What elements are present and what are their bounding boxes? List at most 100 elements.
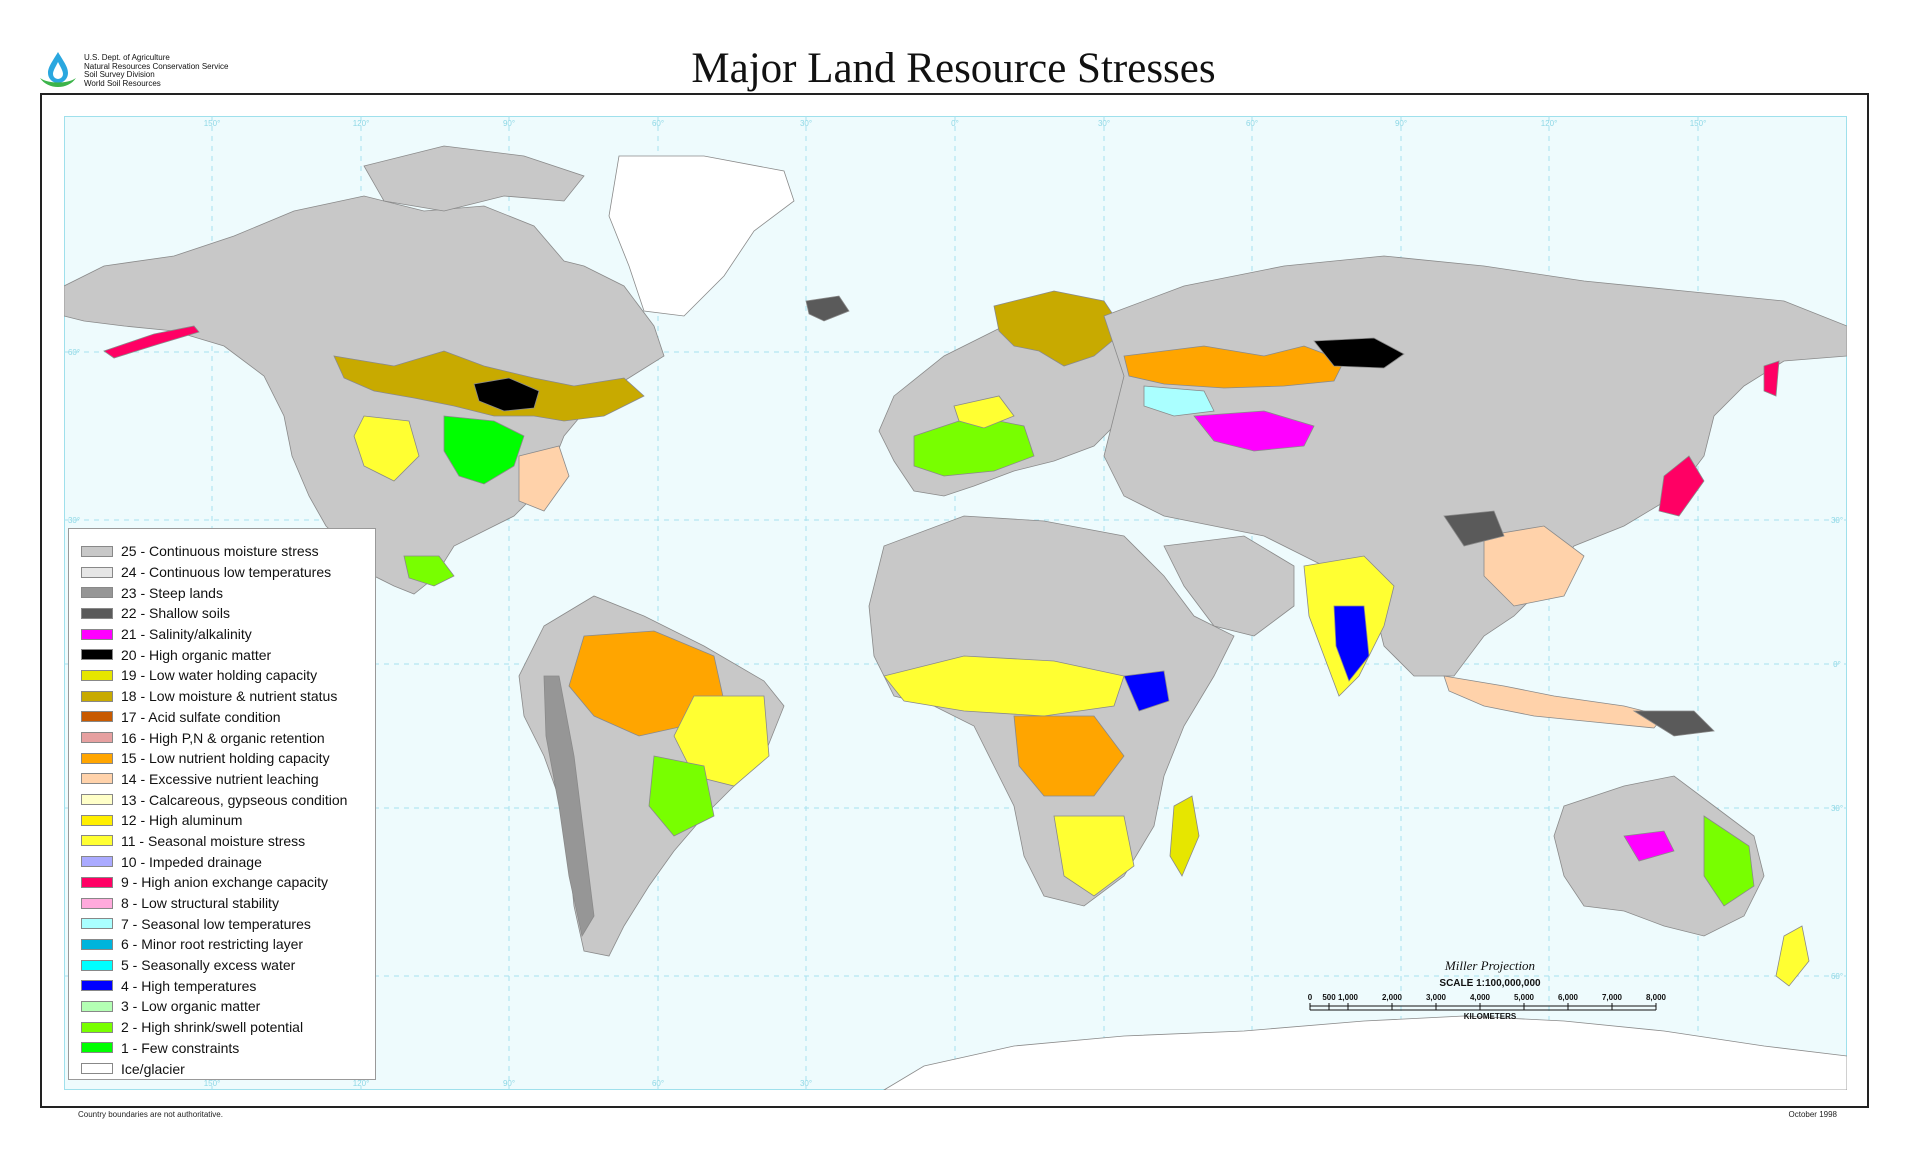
legend-label: 2 - High shrink/swell potential — [121, 1019, 304, 1036]
agency-line-3: Soil Survey Division — [84, 70, 155, 79]
sahel-yellow — [883, 655, 1125, 717]
scale-ratio: SCALE 1:100,000,000 — [1439, 978, 1541, 989]
lon-label-top: 90° — [503, 119, 515, 128]
legend-label: 13 - Calcareous, gypseous condition — [121, 791, 348, 808]
scale-tick-label: 5,000 — [1514, 993, 1535, 1002]
legend-swatch — [81, 1000, 113, 1012]
legend-label: 8 - Low structural stability — [121, 895, 279, 912]
legend-label: 18 - Low moisture & nutrient status — [121, 688, 338, 705]
legend-swatch — [81, 938, 113, 950]
legend-label: 1 - Few constraints — [121, 1039, 240, 1056]
hudson-organic — [473, 377, 540, 412]
legend-item: 16 - High P,N & organic retention — [81, 727, 375, 748]
andes-steep — [543, 675, 595, 938]
scandinavia-olive — [993, 290, 1125, 367]
legend-label: 21 - Salinity/alkalinity — [121, 626, 252, 643]
india-hot — [1333, 605, 1370, 682]
map-title: Major Land Resource Stresses — [691, 45, 1216, 92]
brazil-green — [648, 755, 715, 837]
legend-label: 11 - Seasonal moisture stress — [121, 832, 306, 849]
legend-item: 20 - High organic matter — [81, 644, 375, 665]
legend-swatch — [81, 918, 113, 930]
east-africa-blue — [1123, 670, 1170, 712]
lon-label-top: 150° — [1690, 119, 1707, 128]
scale-tick-label: 6,000 — [1558, 993, 1579, 1002]
australia — [1553, 775, 1765, 937]
legend-item: 21 - Salinity/alkalinity — [81, 624, 375, 645]
legend-item: 13 - Calcareous, gypseous condition — [81, 789, 375, 810]
scale-block: Miller Projection SCALE 1:100,000,000 0 … — [1300, 958, 1700, 1028]
europe-yellow — [953, 395, 1015, 429]
lon-label-bottom: 60° — [652, 1079, 664, 1088]
scale-unit: KILOMETERS — [1463, 1012, 1517, 1021]
projection-label: Miller Projection — [1444, 958, 1536, 973]
legend-item: 8 - Low structural stability — [81, 893, 375, 914]
land-masses — [64, 145, 1847, 1090]
legend-item: 23 - Steep lands — [81, 582, 375, 603]
legend-item: 17 - Acid sulfate condition — [81, 707, 375, 728]
lon-label-bottom: 30° — [800, 1079, 812, 1088]
legend-label: Ice/glacier — [121, 1060, 185, 1077]
madagascar — [1169, 795, 1200, 877]
legend-swatch — [81, 835, 113, 847]
north-america — [64, 195, 665, 595]
congo-orange — [1013, 715, 1125, 797]
legend-item: 14 - Excessive nutrient leaching — [81, 769, 375, 790]
legend-label: 14 - Excessive nutrient leaching — [121, 770, 319, 787]
lat-label-left: 30° — [68, 516, 80, 525]
greenland — [608, 155, 795, 317]
legend-swatch — [81, 649, 113, 661]
legend-swatch — [81, 876, 113, 888]
lon-label-top: 90° — [1395, 119, 1407, 128]
legend-item: 10 - Impeded drainage — [81, 851, 375, 872]
footer-note: Country boundaries are not authoritative… — [78, 1110, 223, 1119]
lon-label-bottom: 90° — [503, 1079, 515, 1088]
arabia — [1163, 535, 1295, 637]
legend-label: 24 - Continuous low temperatures — [121, 564, 332, 581]
legend-label: 23 - Steep lands — [121, 584, 223, 601]
lon-label-top: 0° — [951, 119, 959, 128]
scale-tick-label: 0 — [1308, 993, 1313, 1002]
legend-label: 12 - High aluminum — [121, 812, 243, 829]
legend-swatch — [81, 1063, 113, 1075]
lat-label-right: 30° — [1831, 516, 1843, 525]
legend-item: 1 - Few constraints — [81, 1038, 375, 1059]
legend-item: 22 - Shallow soils — [81, 603, 375, 624]
australia-east — [1703, 815, 1755, 907]
legend-swatch — [81, 732, 113, 744]
scale-tick-label: 2,000 — [1382, 993, 1403, 1002]
lat-label-right: 60° — [1831, 972, 1843, 981]
legend-swatch — [81, 814, 113, 826]
legend-swatch — [81, 897, 113, 909]
indonesia — [1443, 675, 1665, 729]
alaska-aleutians — [103, 325, 200, 359]
legend-item: 19 - Low water holding capacity — [81, 665, 375, 686]
legend-item: 4 - High temperatures — [81, 975, 375, 996]
legend-swatch — [81, 607, 113, 619]
scale-tick-label: 7,000 — [1602, 993, 1623, 1002]
legend-item: 7 - Seasonal low temperatures — [81, 913, 375, 934]
lon-label-top: 30° — [800, 119, 812, 128]
legend-label: 22 - Shallow soils — [121, 605, 230, 622]
central-asia-saline — [1193, 410, 1315, 452]
lon-label-bottom: 120° — [353, 1079, 370, 1088]
legend-swatch — [81, 1042, 113, 1054]
usda-nrcs-logo-icon — [40, 52, 76, 87]
legend-item: 6 - Minor root restricting layer — [81, 934, 375, 955]
kamchatka — [1763, 360, 1780, 397]
legend-swatch — [81, 752, 113, 764]
japan — [1658, 455, 1705, 517]
scale-tick-label: 8,000 — [1646, 993, 1667, 1002]
map-legend: 25 - Continuous moisture stress 24 - Con… — [68, 528, 376, 1080]
lon-label-top: 60° — [1246, 119, 1258, 128]
antarctica — [883, 1015, 1847, 1090]
legend-item: 25 - Continuous moisture stress — [81, 541, 375, 562]
legend-item: 12 - High aluminum — [81, 810, 375, 831]
legend-swatch — [81, 856, 113, 868]
lon-label-top: 60° — [652, 119, 664, 128]
legend-item: 24 - Continuous low temperatures — [81, 562, 375, 583]
legend-label: 17 - Acid sulfate condition — [121, 708, 281, 725]
lon-label-bottom: 150° — [204, 1079, 221, 1088]
scale-tick-label: 4,000 — [1470, 993, 1491, 1002]
east-us-yellow — [353, 415, 420, 482]
